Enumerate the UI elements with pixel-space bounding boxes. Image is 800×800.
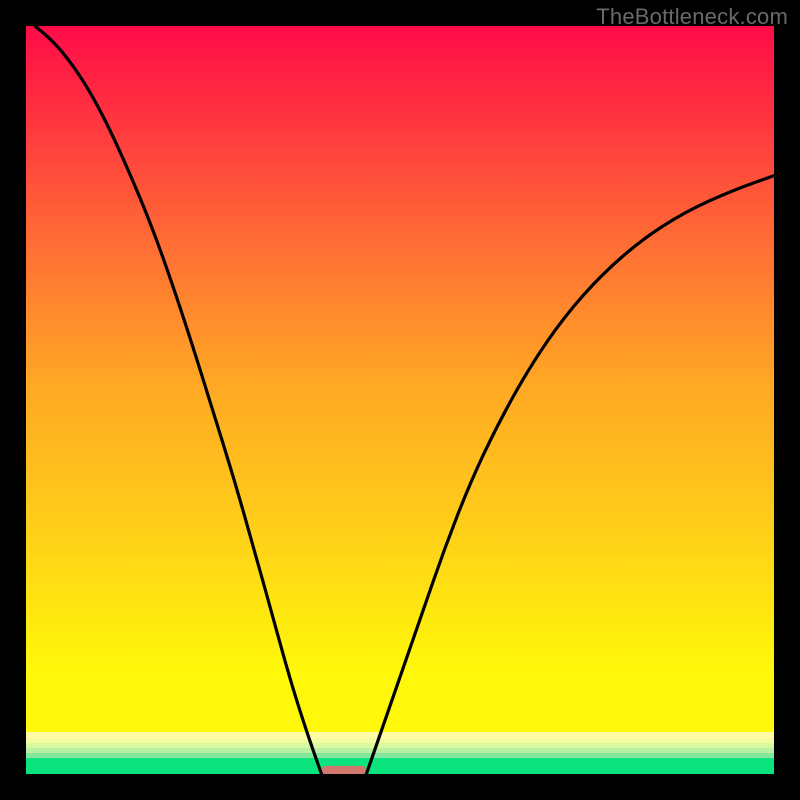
chart-svg (0, 0, 800, 800)
band (26, 758, 774, 774)
band (26, 753, 774, 758)
band (26, 732, 774, 738)
optimal-marker (321, 766, 366, 774)
band (26, 748, 774, 753)
gradient-background (26, 26, 774, 744)
band (26, 738, 774, 743)
watermark-text: TheBottleneck.com (596, 4, 788, 30)
bottom-color-bands (26, 732, 774, 774)
chart-root: TheBottleneck.com (0, 0, 800, 800)
band (26, 743, 774, 748)
